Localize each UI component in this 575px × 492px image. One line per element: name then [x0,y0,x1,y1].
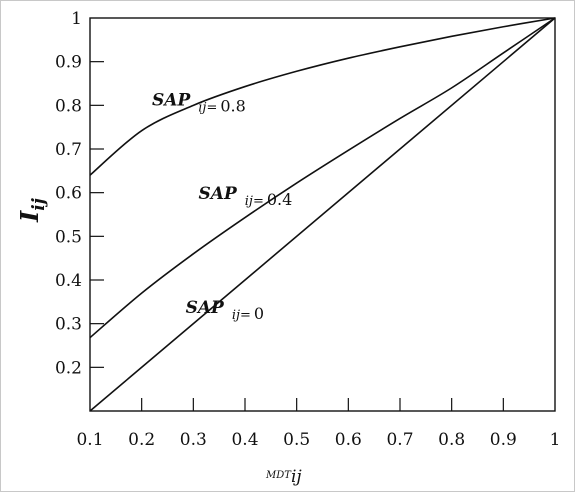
x-axis-title-sub: ij [291,467,302,487]
curve-label-main: SAP [152,90,191,110]
y-axis-ticks: 0.2 0.3 0.4 0.5 0.6 0.7 0.8 0.9 1 [55,9,104,378]
y-tick-label: 1 [71,9,82,29]
curve-label-sub: ij= [198,100,217,115]
x-tick-label: 0.9 [490,430,517,450]
x-axis-title: MDTij [265,467,302,487]
y-tick-label: 0.5 [55,227,82,247]
x-axis-title-main: MDT [265,470,292,481]
curve-label: SAP ij= 0 [186,298,265,323]
curve-label-value: 0 [254,304,264,323]
curve-label: SAP ij= 0.4 [199,184,293,209]
x-tick-label: 0.4 [231,430,258,450]
x-axis-ticks: 0.1 0.2 0.3 0.4 0.5 0.6 0.7 0.8 0.9 1 [76,398,560,450]
y-tick-label: 0.3 [55,315,82,335]
y-tick-label: 0.8 [55,96,82,116]
y-tick-label: 0.9 [55,53,82,73]
curve-label-value: 0.4 [267,190,292,209]
plot-area-border [89,17,556,412]
curve-sap-0 [89,17,556,412]
curve-sap-0-4 [89,17,556,339]
x-tick-label: 1 [550,430,561,450]
curve-label-main: SAP [199,184,238,204]
y-axis-title-sub: ij [29,197,49,210]
x-tick-label: 0.1 [76,430,103,450]
curve-label-sub: ij= [232,308,251,323]
curve-sap-0-8 [89,17,556,176]
x-tick-label: 0.6 [335,430,362,450]
y-axis-title: Iij [15,197,49,223]
curves [89,17,556,412]
y-axis-title-main: I [15,210,44,223]
x-tick-label: 0.3 [180,430,207,450]
curve-label-sub: ij= [245,194,264,209]
y-tick-label: 0.7 [55,140,82,160]
curve-label: SAP ij= 0.8 [152,90,246,115]
curve-label-main: SAP [186,298,225,318]
x-tick-label: 0.2 [128,430,155,450]
curve-label-value: 0.8 [220,96,245,115]
y-tick-label: 0.4 [55,271,82,291]
y-tick-label: 0.2 [55,358,82,378]
x-tick-label: 0.7 [386,430,413,450]
x-tick-label: 0.5 [283,430,310,450]
x-tick-label: 0.8 [438,430,465,450]
y-tick-label: 0.6 [55,184,82,204]
